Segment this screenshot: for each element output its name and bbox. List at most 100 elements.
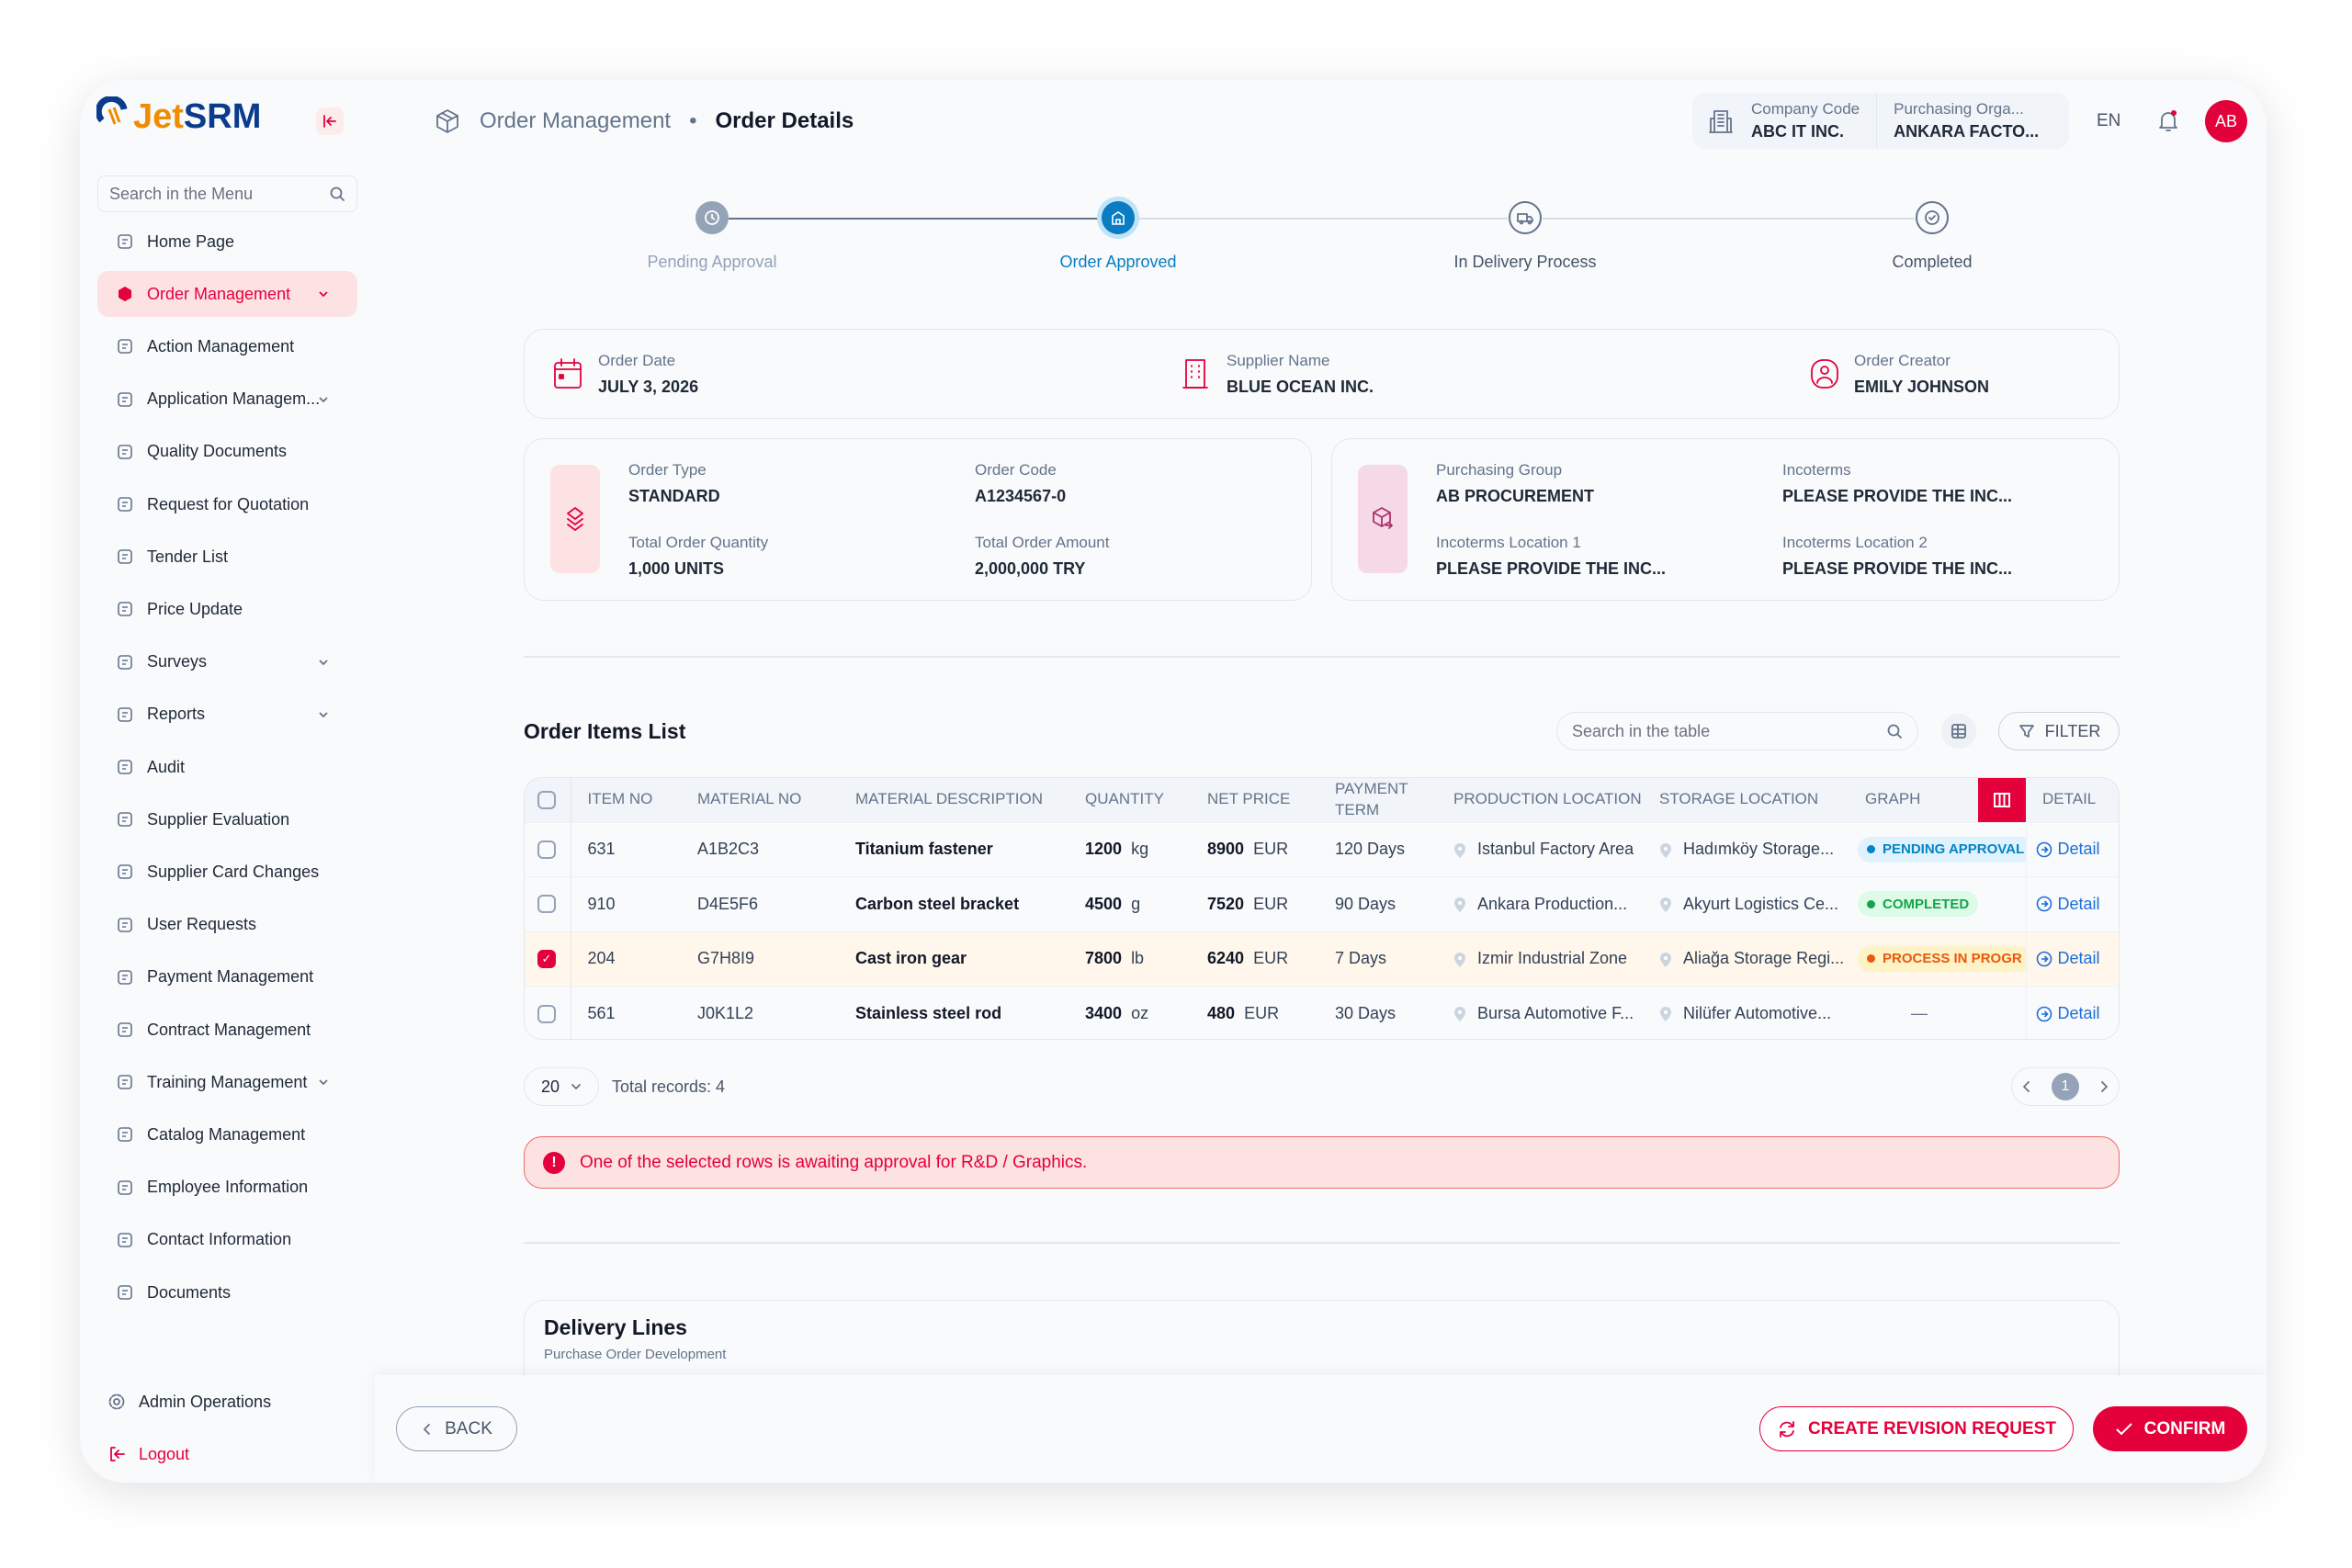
sidebar-item-order-management[interactable]: Order Management (97, 271, 357, 318)
sidebar-item-supplier-card-changes[interactable]: Supplier Card Changes (97, 849, 357, 895)
page-size-select[interactable]: 20 (524, 1067, 599, 1106)
step-pending-approval: Pending Approval (611, 201, 813, 272)
layers-icon (118, 1127, 132, 1143)
column-header[interactable]: MATERIAL DESCRIPTION (839, 778, 1069, 822)
row-checkbox[interactable] (537, 1004, 556, 1023)
chevron-right-icon[interactable] (2098, 1080, 2109, 1093)
chevron-down-icon[interactable] (317, 708, 330, 721)
sidebar-item-audit[interactable]: Audit (97, 744, 357, 790)
column-header[interactable]: DETAIL (2026, 778, 2119, 822)
sidebar-item-documents[interactable]: Documents (97, 1269, 357, 1315)
sidebar-item-tender-list[interactable]: Tender List (97, 534, 357, 580)
sidebar-item-surveys[interactable]: Surveys (97, 639, 357, 685)
table-row[interactable]: 910 D4E5F6 Carbon steel bracket 4500 g 7… (525, 876, 2120, 931)
chevron-down-icon[interactable] (317, 288, 330, 300)
sidebar-item-home-page[interactable]: Home Page (97, 219, 357, 265)
row-checkbox[interactable] (537, 895, 556, 914)
storage-location: Aliağa Storage Regi... (1643, 931, 1849, 987)
detail-link[interactable]: Detail (2036, 949, 2120, 968)
location-pin-icon (1660, 952, 1671, 967)
sidebar-item-label: Order Management (147, 284, 291, 303)
material-description: Stainless steel rod (839, 986, 1069, 1039)
sidebar-item-admin-operations[interactable]: Admin Operations (89, 1379, 349, 1425)
breadcrumb-order-management[interactable]: Order Management (480, 108, 672, 133)
check-icon (2115, 1422, 2132, 1435)
table-row[interactable]: 631 A1B2C3 Titanium fastener 1200 kg 890… (525, 821, 2120, 877)
logo-text: SRM (183, 97, 262, 136)
notifications-button[interactable] (2157, 109, 2179, 133)
alert-icon: ! (543, 1151, 565, 1174)
purchasing-group: AB PROCUREMENT (1436, 487, 1595, 505)
incoterms-location-2: PLEASE PROVIDE THE INC... (1782, 559, 2013, 578)
column-header[interactable]: STORAGE LOCATION (1643, 778, 1849, 822)
sidebar-item-quality-documents[interactable]: Quality Documents (97, 429, 357, 475)
arrow-circle-right-icon (2036, 841, 2052, 858)
row-checkbox[interactable] (537, 840, 556, 859)
confirm-button[interactable]: CONFIRM (2093, 1406, 2247, 1451)
payment-term: 30 Days (1318, 986, 1437, 1039)
refresh-icon (1780, 1420, 1794, 1438)
sidebar-item-payment-management[interactable]: Payment Management (97, 954, 357, 1000)
back-button[interactable]: BACK (396, 1406, 517, 1451)
column-settings-button[interactable] (1978, 778, 2026, 822)
table-row[interactable]: 561 J0K1L2 Stainless steel rod 3400 oz 4… (525, 986, 2120, 1039)
material-no: D4E5F6 (681, 876, 839, 931)
export-excel-button[interactable] (1941, 714, 1976, 749)
filter-button[interactable]: FILTER (1998, 712, 2120, 750)
total-amount: 2,000,000 TRY (975, 559, 1086, 578)
pagination: 1 (2011, 1067, 2120, 1106)
table-search-input[interactable]: Search in the table (1556, 712, 1918, 750)
step-completed: Completed (1831, 201, 2033, 272)
sidebar-item-application-managem[interactable]: Application Managem... (97, 377, 357, 423)
column-header[interactable]: ITEM NO (571, 778, 681, 822)
logo-icon (96, 96, 128, 125)
create-revision-request-button[interactable]: CREATE REVISION REQUEST (1759, 1406, 2074, 1451)
language-selector[interactable]: EN (2097, 111, 2121, 130)
select-all-checkbox[interactable] (537, 790, 556, 809)
detail-link[interactable]: Detail (2036, 895, 2120, 914)
store-icon (1112, 211, 1125, 225)
detail-link[interactable]: Detail (2036, 1004, 2120, 1023)
purchasing-org[interactable]: Purchasing Orga... ANKARA FACTO... (1894, 100, 2040, 141)
sidebar-item-action-management[interactable]: Action Management (97, 323, 357, 369)
collapse-sidebar-button[interactable] (316, 107, 344, 135)
page-1-button[interactable]: 1 (2051, 1073, 2079, 1100)
sidebar-item-employee-information[interactable]: Employee Information (97, 1165, 357, 1211)
column-header[interactable]: PRODUCTION LOCATION (1437, 778, 1643, 822)
chevron-left-icon[interactable] (2021, 1080, 2032, 1093)
avatar[interactable]: AB (2205, 100, 2247, 142)
step-in-delivery: In Delivery Process (1424, 201, 1626, 272)
logout-button[interactable]: Logout (89, 1431, 349, 1477)
material-no: A1B2C3 (681, 821, 839, 877)
payment-term: 120 Days (1318, 821, 1437, 877)
sidebar-item-reports[interactable]: Reports (97, 692, 357, 738)
column-header[interactable]: MATERIAL NO (681, 778, 839, 822)
sidebar-item-user-requests[interactable]: User Requests (97, 902, 357, 948)
company-code[interactable]: Company Code ABC IT INC. (1751, 100, 1860, 141)
detail-link[interactable]: Detail (2036, 840, 2120, 859)
net-price: 6240 EUR (1191, 931, 1318, 987)
sidebar-item-request-for-quotation[interactable]: Request for Quotation (97, 481, 357, 527)
chevron-down-icon[interactable] (317, 656, 330, 669)
chevron-down-icon[interactable] (317, 393, 330, 406)
table-row[interactable]: ✓ 204 G7H8I9 Cast iron gear 7800 lb 6240… (525, 931, 2119, 987)
payment-term: 90 Days (1318, 876, 1437, 931)
sidebar-item-price-update[interactable]: Price Update (97, 586, 357, 632)
sidebar-item-supplier-evaluation[interactable]: Supplier Evaluation (97, 796, 357, 842)
menu-search-placeholder: Search in the Menu (109, 184, 254, 203)
logo[interactable]: Jet SRM (96, 96, 261, 137)
row-checkbox[interactable]: ✓ (537, 949, 556, 968)
column-header[interactable]: GRAPH (1849, 778, 1978, 822)
column-header[interactable]: QUANTITY (1069, 778, 1191, 822)
location-pin-icon (1660, 897, 1671, 912)
menu-search-input[interactable]: Search in the Menu (97, 175, 357, 212)
column-header[interactable]: PAYMENT TERM (1318, 778, 1437, 822)
sidebar-item-contract-management[interactable]: Contract Management (97, 1007, 357, 1053)
sidebar-item-label: Employee Information (147, 1178, 309, 1197)
sidebar-item-training-management[interactable]: Training Management (97, 1059, 357, 1105)
sidebar-item-catalog-management[interactable]: Catalog Management (97, 1111, 357, 1157)
chevron-down-icon[interactable] (317, 1076, 330, 1089)
sidebar-item-contact-information[interactable]: Contact Information (97, 1217, 357, 1263)
column-header[interactable]: NET PRICE (1191, 778, 1318, 822)
company-selector[interactable]: Company Code ABC IT INC. Purchasing Orga.… (1692, 93, 2069, 149)
